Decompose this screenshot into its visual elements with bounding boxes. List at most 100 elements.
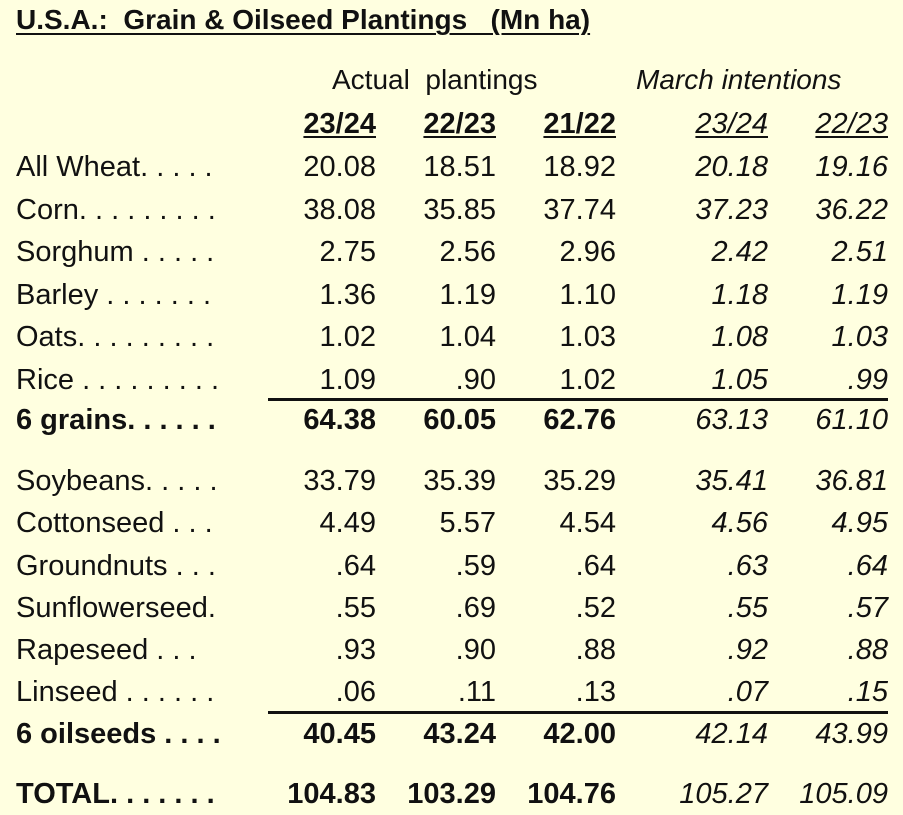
table-cell: .11: [457, 676, 496, 708]
row-label: Sorghum . . . . .: [16, 236, 215, 268]
table-cell: .69: [455, 592, 496, 624]
row-label: Groundnuts . . .: [16, 550, 216, 582]
table-cell: 1.04: [439, 321, 496, 353]
table-cell: .88: [575, 634, 616, 666]
table-cell: 19.16: [815, 151, 888, 183]
table-cell: 37.74: [543, 194, 616, 226]
table-cell: 5.57: [439, 507, 496, 539]
table-cell: .59: [455, 550, 496, 582]
row-label: Oats. . . . . . . . .: [16, 321, 215, 353]
column-header: 22/23: [423, 108, 496, 140]
table-cell: 2.96: [559, 236, 616, 268]
row-label: Soybeans. . . . .: [16, 465, 218, 497]
row-label: 6 grains. . . . . .: [16, 404, 216, 436]
table-cell: 64.38: [303, 404, 376, 436]
table-cell: 1.02: [559, 364, 616, 396]
row-label: Rapeseed . . .: [16, 634, 197, 666]
table-cell: .63: [727, 550, 768, 582]
row-label: Sunflowerseed.: [16, 592, 216, 624]
table-cell: .64: [335, 550, 376, 582]
table-cell: 35.29: [543, 465, 616, 497]
table-cell: 33.79: [303, 465, 376, 497]
table-cell: .90: [455, 634, 496, 666]
table-cell: .52: [575, 592, 616, 624]
table-cell: .92: [727, 634, 768, 666]
table-cell: 42.14: [695, 718, 768, 750]
table-cell: 1.18: [711, 279, 768, 311]
row-label: Barley . . . . . . .: [16, 279, 211, 311]
table-cell: 1.05: [711, 364, 768, 396]
table-cell: 42.00: [543, 718, 616, 750]
table-cell: 2.42: [711, 236, 768, 268]
row-label: Corn. . . . . . . . .: [16, 194, 216, 226]
row-label: All Wheat. . . . .: [16, 151, 213, 183]
table-cell: 105.27: [679, 778, 768, 810]
table-cell: 20.18: [695, 151, 768, 183]
row-label: TOTAL. . . . . . .: [16, 778, 215, 810]
table-cell: 61.10: [815, 404, 888, 436]
column-header: 21/22: [543, 108, 616, 140]
table-cell: .64: [847, 550, 888, 582]
table-cell: .93: [335, 634, 376, 666]
table-cell: 1.08: [711, 321, 768, 353]
table-cell: 20.08: [303, 151, 376, 183]
oilseeds-total-rule: [268, 711, 888, 714]
table-cell: 18.92: [543, 151, 616, 183]
table-cell: 38.08: [303, 194, 376, 226]
table-cell: 1.36: [319, 279, 376, 311]
table-cell: 1.03: [559, 321, 616, 353]
table-cell: .90: [455, 364, 496, 396]
grains-total-rule: [268, 398, 888, 401]
row-label: 6 oilseeds . . . .: [16, 718, 221, 750]
table-cell: 2.51: [831, 236, 888, 268]
table-cell: 1.09: [319, 364, 376, 396]
table-cell: 36.81: [815, 465, 888, 497]
row-label: Rice . . . . . . . . .: [16, 364, 220, 396]
table-cell: 2.75: [319, 236, 376, 268]
table-cell: 60.05: [423, 404, 496, 436]
row-label: Cottonseed . . .: [16, 507, 213, 539]
table-cell: 105.09: [799, 778, 888, 810]
table-cell: .99: [847, 364, 888, 396]
table-cell: .57: [847, 592, 888, 624]
table-cell: .55: [727, 592, 768, 624]
table-cell: .06: [335, 676, 376, 708]
table-cell: 2.56: [439, 236, 496, 268]
table-cell: .13: [575, 676, 616, 708]
march-intentions-header: March intentions: [636, 64, 842, 95]
table-cell: 35.41: [695, 465, 768, 497]
table-cell: 62.76: [543, 404, 616, 436]
table-cell: 63.13: [695, 404, 768, 436]
table-cell: 1.19: [439, 279, 496, 311]
table-cell: 35.39: [423, 465, 496, 497]
table-cell: 1.10: [559, 279, 616, 311]
table-cell: 18.51: [423, 151, 496, 183]
table-cell: 1.02: [319, 321, 376, 353]
row-label: Linseed . . . . . .: [16, 676, 215, 708]
table-cell: 40.45: [303, 718, 376, 750]
table-cell: 4.95: [831, 507, 888, 539]
table-cell: 36.22: [815, 194, 888, 226]
actual-plantings-header: Actual plantings: [332, 64, 538, 95]
column-header: 23/24: [695, 108, 768, 140]
table-cell: .55: [335, 592, 376, 624]
table-cell: 4.56: [711, 507, 768, 539]
table-cell: 4.54: [559, 507, 616, 539]
table-cell: 1.03: [831, 321, 888, 353]
table-cell: 37.23: [695, 194, 768, 226]
table-cell: 4.49: [319, 507, 376, 539]
table-cell: 35.85: [423, 194, 496, 226]
table-cell: 103.29: [407, 778, 496, 810]
table-cell: 43.24: [423, 718, 496, 750]
column-header: 23/24: [303, 108, 376, 140]
table-cell: .64: [575, 550, 616, 582]
page-title: U.S.A.: Grain & Oilseed Plantings (Mn ha…: [16, 4, 591, 35]
table-cell: .88: [847, 634, 888, 666]
table-cell: .15: [847, 676, 888, 708]
table-cell: 104.76: [527, 778, 616, 810]
table-cell: 104.83: [287, 778, 376, 810]
table-cell: 43.99: [815, 718, 888, 750]
column-header: 22/23: [815, 108, 888, 140]
table-cell: .07: [727, 676, 768, 708]
table-cell: 1.19: [831, 279, 888, 311]
